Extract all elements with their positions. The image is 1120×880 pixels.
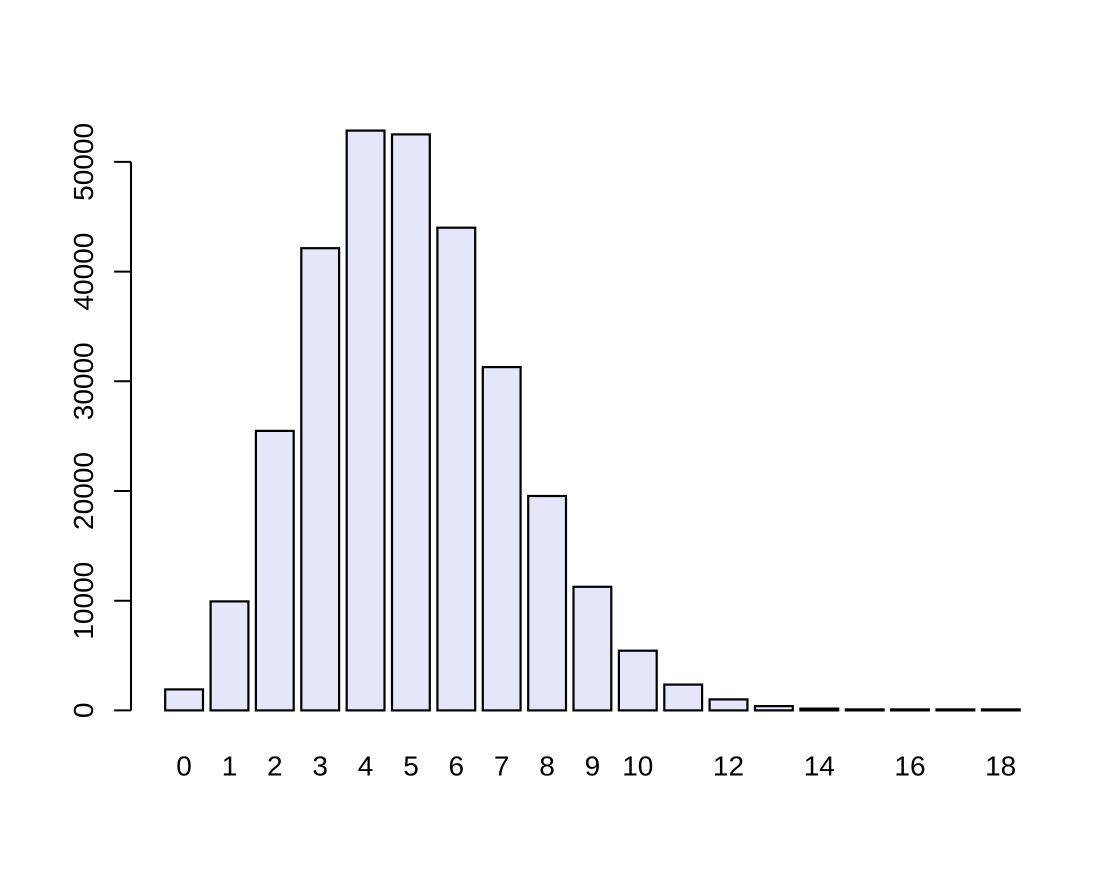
svg-text:40000: 40000 (68, 233, 99, 311)
svg-text:8: 8 (539, 751, 555, 782)
svg-text:50000: 50000 (68, 123, 99, 201)
svg-text:0: 0 (68, 703, 99, 719)
svg-text:12: 12 (713, 751, 744, 782)
svg-text:14: 14 (804, 751, 835, 782)
svg-text:0: 0 (176, 751, 192, 782)
svg-text:2: 2 (267, 751, 283, 782)
svg-text:18: 18 (985, 751, 1016, 782)
svg-text:3: 3 (312, 751, 328, 782)
svg-text:30000: 30000 (68, 342, 99, 420)
svg-text:10: 10 (622, 751, 653, 782)
svg-text:9: 9 (585, 751, 601, 782)
svg-text:4: 4 (358, 751, 374, 782)
svg-text:7: 7 (494, 751, 510, 782)
svg-text:10000: 10000 (68, 562, 99, 640)
svg-text:1: 1 (222, 751, 238, 782)
svg-text:16: 16 (894, 751, 925, 782)
svg-text:6: 6 (449, 751, 465, 782)
svg-text:5: 5 (403, 751, 419, 782)
svg-text:20000: 20000 (68, 452, 99, 530)
